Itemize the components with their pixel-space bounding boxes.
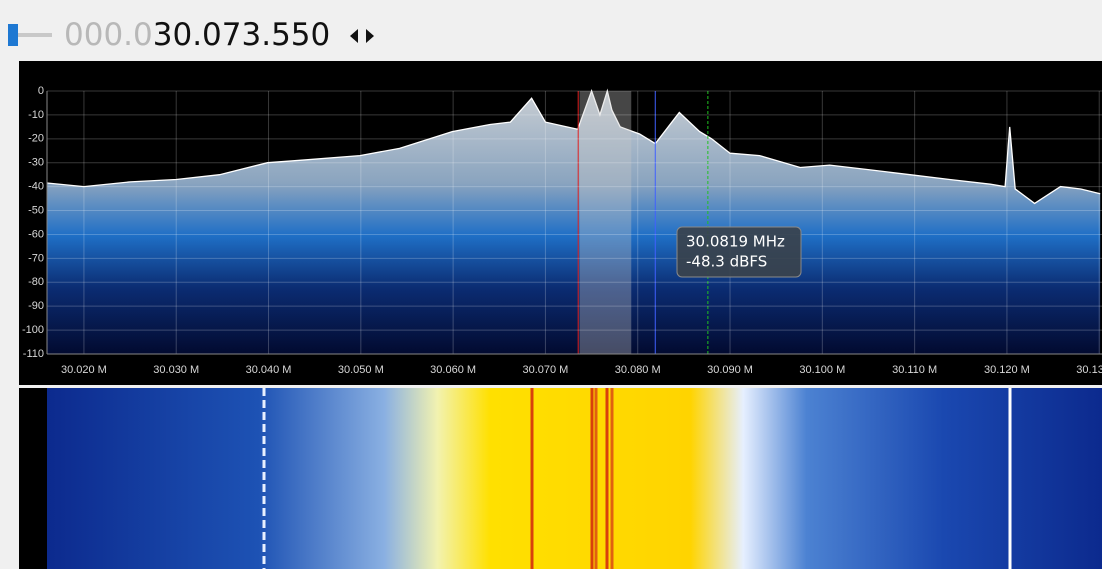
tooltip-text: 30.0819 MHz [686,233,785,251]
spectrum-fill [47,91,1101,354]
y-tick-label: -20 [28,133,44,145]
frequency-value: 30.073.550 [153,17,331,53]
y-tick-label: -30 [28,157,44,169]
x-tick-label: 30.040 M [246,364,292,376]
y-tick-label: -50 [28,204,44,216]
slider-thumb[interactable] [8,24,18,46]
x-tick-label: 30.050 M [338,364,384,376]
x-tick-label: 30.060 M [430,364,476,376]
waterfall [47,388,1102,569]
tooltip-box [676,226,802,278]
y-tick-label: -70 [28,252,44,264]
tooltip-text: -48.3 dBFS [686,253,767,271]
x-tick-label: 30.110 M [892,364,937,376]
plot-area [47,88,1101,354]
y-tick-label: -110 [23,348,44,360]
x-tick-label: 30.100 M [799,364,845,376]
x-tick-label: 30.070 M [522,364,568,376]
toolbar [0,0,1102,60]
spectrum-plot: 0 -10 -20 -30 -40 -50 -60 -70 -80 -90 -100 -110 30.0… [22,85,1102,376]
spectrum-line [47,88,1101,205]
y-tick-label: -40 [28,181,44,193]
x-tick-label: 30.080 M [615,364,661,376]
x-tick-label: 30.090 M [707,364,753,376]
waterfall-lines [262,388,1012,569]
y-tick-label: -100 [22,324,44,336]
x-tick-label: 30.030 M [153,364,199,376]
frequency-display[interactable]: 000.030.073.550 [64,17,330,53]
x-tick-label: 30.130 M [1076,364,1102,376]
filter-band [579,91,632,354]
x-tick-label: 30.120 M [984,364,1030,376]
y-tick-label: -90 [28,300,44,312]
y-tick-label: -60 [28,228,44,240]
y-tick-label: 0 [38,85,44,97]
y-tick-label: -10 [28,109,44,121]
x-tick-label: 30.020 M [61,364,107,376]
tune-arrows[interactable] [350,29,374,43]
frequency-leading: 000.0 [64,17,153,53]
y-tick-label: -80 [28,276,44,288]
